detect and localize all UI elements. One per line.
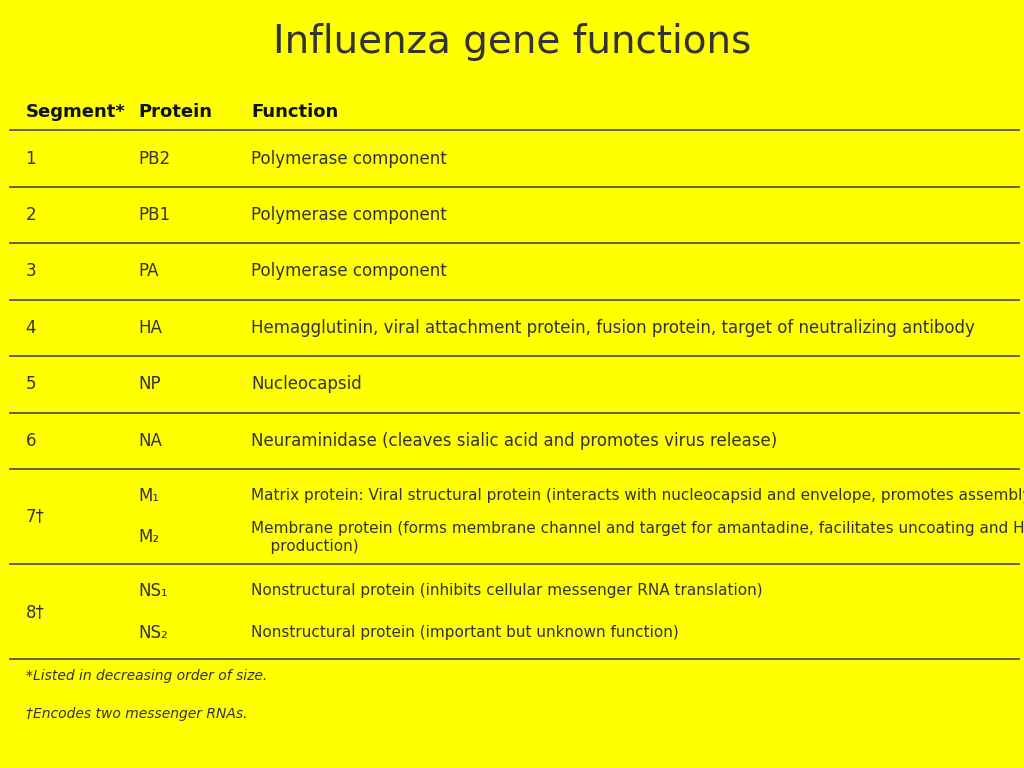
Text: PA: PA — [138, 263, 159, 280]
Text: 1: 1 — [26, 150, 36, 167]
Text: Function: Function — [251, 103, 338, 121]
Text: HA: HA — [138, 319, 162, 337]
Text: NS₂: NS₂ — [138, 624, 168, 641]
Text: Nonstructural protein (inhibits cellular messenger RNA translation): Nonstructural protein (inhibits cellular… — [251, 583, 763, 598]
Text: PB2: PB2 — [138, 150, 170, 167]
Text: 3: 3 — [26, 263, 36, 280]
Text: NS₁: NS₁ — [138, 581, 168, 600]
Text: *Listed in decreasing order of size.: *Listed in decreasing order of size. — [26, 670, 267, 684]
Text: Membrane protein (forms membrane channel and target for amantadine, facilitates : Membrane protein (forms membrane channel… — [251, 521, 1024, 554]
Text: Polymerase component: Polymerase component — [251, 150, 446, 167]
Text: 7†: 7† — [26, 508, 44, 525]
Text: PB1: PB1 — [138, 206, 170, 224]
Text: 2: 2 — [26, 206, 36, 224]
Text: M₁: M₁ — [138, 487, 160, 505]
Text: Protein: Protein — [138, 103, 212, 121]
Text: Influenza gene functions: Influenza gene functions — [272, 23, 752, 61]
Text: 4: 4 — [26, 319, 36, 337]
Text: †Encodes two messenger RNAs.: †Encodes two messenger RNAs. — [26, 707, 247, 721]
Text: 5: 5 — [26, 376, 36, 393]
Text: Nonstructural protein (important but unknown function): Nonstructural protein (important but unk… — [251, 625, 679, 640]
Text: Matrix protein: Viral structural protein (interacts with nucleocapsid and envelo: Matrix protein: Viral structural protein… — [251, 488, 1024, 503]
Text: NP: NP — [138, 376, 161, 393]
Text: Polymerase component: Polymerase component — [251, 206, 446, 224]
Text: Segment*: Segment* — [26, 103, 126, 121]
Text: 8†: 8† — [26, 603, 44, 621]
Text: Neuraminidase (cleaves sialic acid and promotes virus release): Neuraminidase (cleaves sialic acid and p… — [251, 432, 777, 450]
Text: Nucleocapsid: Nucleocapsid — [251, 376, 361, 393]
Text: Hemagglutinin, viral attachment protein, fusion protein, target of neutralizing : Hemagglutinin, viral attachment protein,… — [251, 319, 975, 337]
Text: NA: NA — [138, 432, 162, 450]
Text: 6: 6 — [26, 432, 36, 450]
Text: M₂: M₂ — [138, 528, 160, 547]
Text: Polymerase component: Polymerase component — [251, 263, 446, 280]
